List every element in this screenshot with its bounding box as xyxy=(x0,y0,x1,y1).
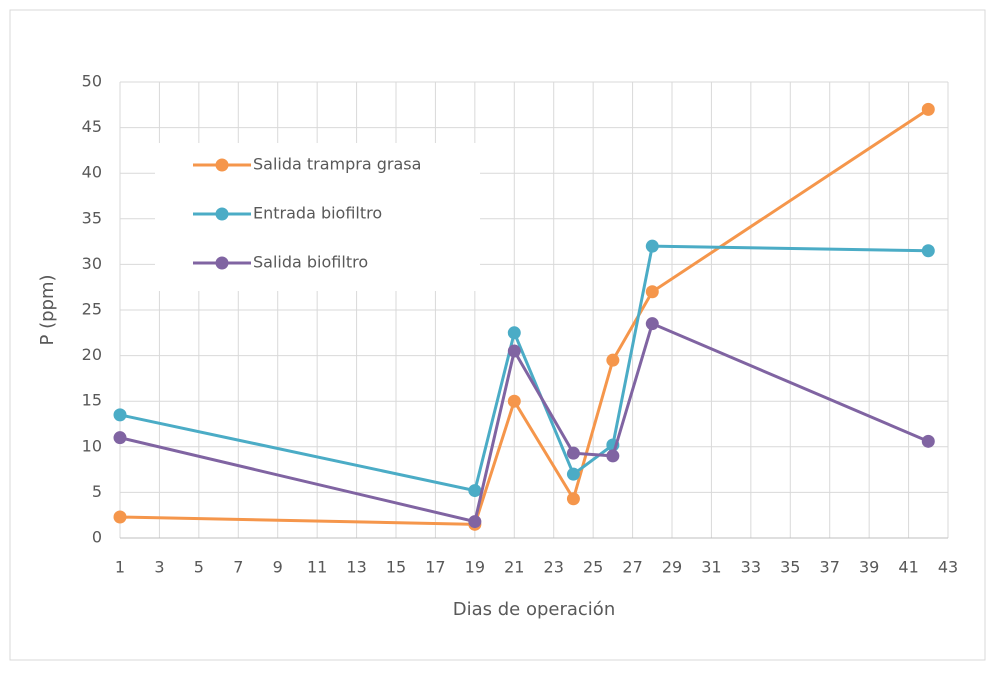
y-tick-label: 25 xyxy=(82,300,102,319)
data-point xyxy=(645,285,659,299)
data-point xyxy=(113,510,127,524)
y-tick-label: 45 xyxy=(82,117,102,136)
data-point xyxy=(645,317,659,331)
x-tick-label: 21 xyxy=(504,558,524,577)
x-tick-label: 7 xyxy=(233,558,243,577)
y-tick-label: 15 xyxy=(82,391,102,410)
y-tick-label: 0 xyxy=(92,528,102,547)
data-point xyxy=(468,484,482,498)
data-point xyxy=(645,239,659,253)
y-tick-label: 5 xyxy=(92,482,102,501)
data-point xyxy=(113,408,127,422)
x-tick-label: 3 xyxy=(154,558,164,577)
x-tick-label: 39 xyxy=(859,558,879,577)
y-tick-label: 35 xyxy=(82,208,102,227)
x-tick-label: 31 xyxy=(701,558,721,577)
x-tick-label: 23 xyxy=(544,558,564,577)
x-tick-label: 37 xyxy=(820,558,840,577)
data-point xyxy=(507,344,521,358)
x-tick-label: 43 xyxy=(938,558,958,577)
legend-marker xyxy=(215,256,229,270)
chart-border xyxy=(9,9,986,661)
data-point xyxy=(606,449,620,463)
data-point xyxy=(113,431,127,445)
data-point xyxy=(921,244,935,258)
y-axis-label: P (ppm) xyxy=(37,274,58,345)
x-tick-label: 27 xyxy=(622,558,642,577)
x-tick-label: 11 xyxy=(307,558,327,577)
x-tick-label: 13 xyxy=(346,558,366,577)
legend-marker xyxy=(215,158,229,172)
legend-marker xyxy=(215,207,229,221)
x-tick-label: 5 xyxy=(194,558,204,577)
x-tick-label: 41 xyxy=(898,558,918,577)
x-tick-label: 35 xyxy=(780,558,800,577)
x-tick-label: 9 xyxy=(273,558,283,577)
data-point xyxy=(921,102,935,116)
legend-label: Salida trampra grasa xyxy=(253,155,421,174)
x-axis-label: Dias de operación xyxy=(453,599,615,620)
data-point xyxy=(606,353,620,367)
x-tick-label: 1 xyxy=(115,558,125,577)
x-tick-label: 17 xyxy=(425,558,445,577)
series-lines xyxy=(113,102,935,531)
y-tick-label: 40 xyxy=(82,163,102,182)
y-tick-label: 50 xyxy=(82,72,102,91)
legend-box xyxy=(155,143,480,291)
x-tick-label: 19 xyxy=(465,558,485,577)
y-tick-label: 20 xyxy=(82,345,102,364)
x-tick-label: 25 xyxy=(583,558,603,577)
legend-label: Salida biofiltro xyxy=(253,253,368,272)
data-point xyxy=(921,434,935,448)
x-tick-label: 29 xyxy=(662,558,682,577)
data-point xyxy=(468,515,482,529)
data-point xyxy=(566,467,580,481)
y-tick-label: 10 xyxy=(82,436,102,455)
x-tick-label: 15 xyxy=(386,558,406,577)
data-point xyxy=(507,326,521,340)
x-tick-label: 33 xyxy=(741,558,761,577)
y-tick-label: 30 xyxy=(82,254,102,273)
legend-label: Entrada biofiltro xyxy=(253,204,382,223)
data-point xyxy=(566,446,580,460)
data-point xyxy=(507,394,521,408)
data-point xyxy=(566,492,580,506)
